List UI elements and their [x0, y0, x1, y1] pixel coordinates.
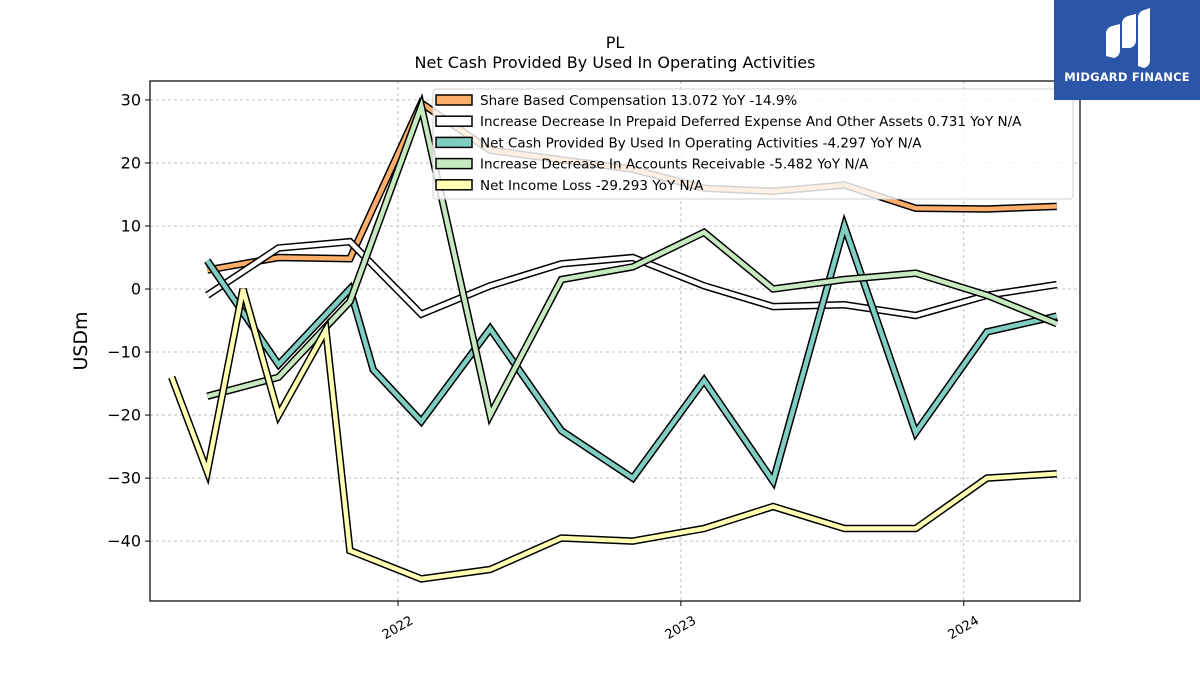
y-tick-label: −40 — [107, 532, 141, 551]
series-layer — [168, 92, 1059, 583]
series-increase-decrease-in-prepaid-deferred-expense-and-other-assets — [205, 237, 1058, 320]
y-axis: 30 20 10 0 −10 −20 −30 −40 — [107, 90, 150, 551]
legend: Share Based Compensation 13.072 YoY -14.… — [432, 88, 1074, 200]
series-line — [205, 218, 1058, 487]
series-line — [169, 288, 1057, 582]
y-tick-label: 10 — [121, 216, 141, 235]
y-tick-label: 30 — [121, 90, 141, 109]
y-tick-label: −30 — [107, 469, 141, 488]
series-line — [206, 98, 1058, 422]
x-tick-label: 2022 — [380, 613, 416, 643]
legend-swatch — [435, 179, 473, 191]
series-net-cash-provided-by-used-in-operating-activities — [204, 213, 1058, 490]
legend-label: Increase Decrease In Prepaid Deferred Ex… — [480, 114, 1022, 130]
legend-box — [432, 88, 1074, 200]
legend-label: Net Income Loss -29.293 YoY N/A — [480, 178, 704, 194]
y-tick-label: −10 — [107, 343, 141, 362]
plot-frame — [149, 80, 1081, 602]
series-net-income-loss — [168, 287, 1058, 583]
series-line — [206, 239, 1058, 318]
legend-label: Net Cash Provided By Used In Operating A… — [480, 135, 922, 151]
legend-swatch — [435, 157, 473, 170]
legend-swatch — [435, 115, 473, 127]
legend-label: Increase Decrease In Accounts Receivable… — [480, 157, 869, 173]
brand-logo: MIDGARD FINANCE — [1054, 0, 1200, 100]
y-tick-label: −20 — [107, 406, 141, 425]
logo-mark-icon — [1106, 8, 1150, 68]
chart-title: PL — [606, 33, 625, 52]
x-tick-label: 2024 — [946, 613, 982, 643]
legend-swatch — [435, 136, 473, 149]
x-axis: 2022 2023 2024 — [380, 601, 982, 643]
legend-swatch — [435, 94, 473, 106]
x-tick-label: 2023 — [663, 613, 699, 643]
series-increase-decrease-in-accounts-receivable — [206, 92, 1059, 426]
logo-text: MIDGARD FINANCE — [1064, 70, 1190, 84]
y-axis-label: USDm — [70, 311, 92, 370]
chart-subtitle: Net Cash Provided By Used In Operating A… — [415, 53, 816, 72]
y-tick-label: 20 — [121, 153, 141, 172]
legend-label: Share Based Compensation 13.072 YoY -14.… — [480, 93, 797, 109]
y-tick-label: 0 — [131, 280, 141, 299]
